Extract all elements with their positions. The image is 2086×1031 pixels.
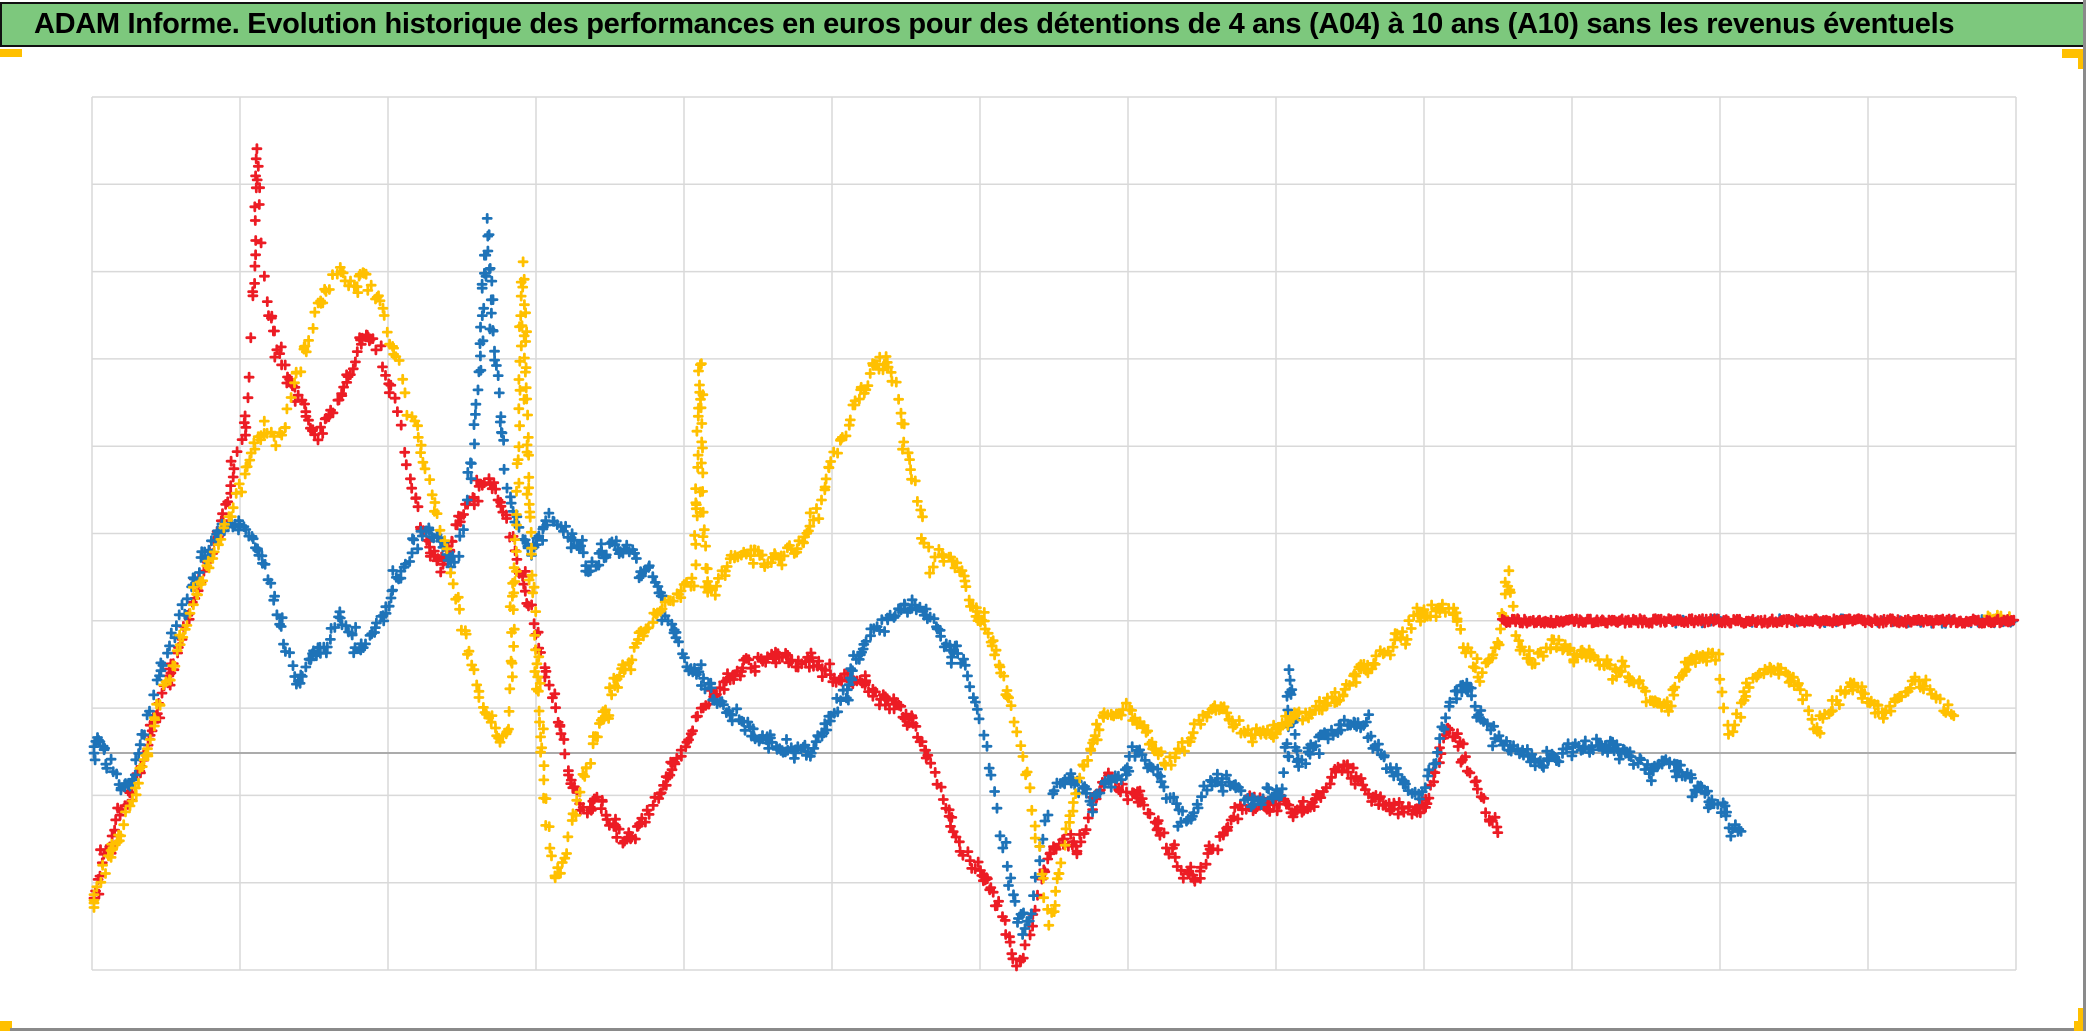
chart-area [0,47,2086,1031]
corner-accent-bottom-right-v [2078,1008,2086,1031]
corner-accent-bottom-left [0,1021,12,1031]
window-border-bottom [10,1028,2074,1031]
flat-segment-red-points [1496,613,2020,629]
corner-accent-top-left [0,49,22,57]
performance-scatter-chart [88,96,2020,972]
title-bar: ADAM Informe. Evolution historique des p… [0,2,2086,47]
corner-accent-top-right [2062,49,2086,58]
page-title: ADAM Informe. Evolution historique des p… [34,8,1955,40]
window-border-right [2083,0,2086,1031]
series-gold-points [88,256,1960,931]
series-red-points [88,143,1504,972]
corner-accent-top-right-v [2078,49,2086,69]
series-blue-points [88,213,1747,940]
corner-accent-bottom-right [2074,1021,2086,1031]
gridlines [91,96,2017,971]
